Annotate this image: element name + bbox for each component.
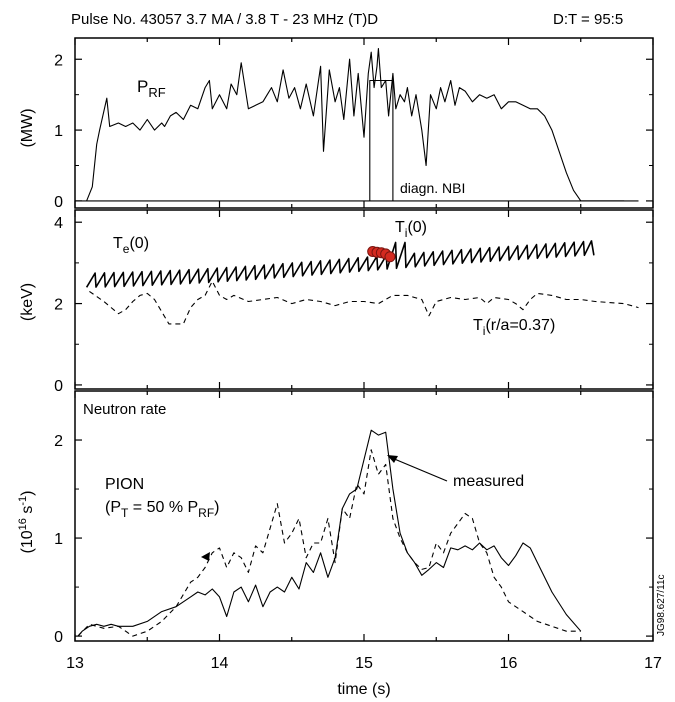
panel-middle: 0 2 4 <box>54 210 654 395</box>
y-tick-label: 2 <box>54 297 63 314</box>
series-prf <box>86 48 625 202</box>
pion-label-line1: PION <box>105 476 144 493</box>
panel-top: 0 1 2 <box>54 38 654 211</box>
panel-bottom: 0 1 2 <box>54 391 654 646</box>
x-axis-label: time (s) <box>337 681 390 698</box>
pion-label-line2: (PT = 50 % PRF) <box>105 499 220 520</box>
te0-label: Te(0) <box>113 235 149 256</box>
y-tick-label: 2 <box>54 52 63 69</box>
nbi-label: diagn. NBI <box>400 180 465 196</box>
series-measured <box>77 429 582 637</box>
y-tick-label: 2 <box>54 433 63 450</box>
series-te0 <box>85 240 595 288</box>
ti0-label: Ti(0) <box>395 219 427 240</box>
ti0-marker <box>384 251 396 263</box>
measured-label: measured <box>453 473 524 490</box>
panel-bottom-frame <box>74 390 654 642</box>
x-tick-label: 13 <box>66 655 84 672</box>
x-tick-label: 14 <box>211 655 229 672</box>
ti-r-label: Ti(r/a=0.37) <box>473 317 555 338</box>
x-tick-label: 17 <box>644 655 662 672</box>
series-nbi <box>369 79 394 201</box>
figure-id: JG98.627/11c <box>656 574 667 636</box>
x-axis: 13 14 15 16 17 <box>66 655 662 672</box>
series-pion <box>77 449 581 637</box>
y-tick-label: 0 <box>54 629 63 646</box>
ylabel-bottom: (1016 s-1) <box>17 491 36 554</box>
series-ti_r <box>89 280 639 325</box>
prf-label-sub: RF <box>148 85 165 100</box>
ylabel-middle: (keV) <box>19 283 36 321</box>
y-tick-label: 1 <box>54 123 63 140</box>
prf-label: PRF <box>137 77 166 100</box>
figure-title: Pulse No. 43057 3.7 MA / 3.8 T - 23 MHz … <box>71 11 378 28</box>
y-tick-label: 0 <box>54 194 63 211</box>
x-tick-label: 16 <box>500 655 518 672</box>
measured-arrowhead <box>387 455 398 463</box>
y-tick-label: 4 <box>54 215 63 232</box>
neutron-rate-title: Neutron rate <box>83 401 166 418</box>
y-tick-label: 1 <box>54 531 63 548</box>
x-tick-label: 15 <box>355 655 373 672</box>
y-tick-label: 0 <box>54 378 63 395</box>
pion-arrowhead <box>201 552 210 561</box>
ylabel-top: (MW) <box>19 108 36 147</box>
dt-ratio: D:T = 95:5 <box>553 11 623 28</box>
ylabel-bottom-exp: 16 <box>17 518 29 530</box>
measured-arrow <box>391 457 448 482</box>
